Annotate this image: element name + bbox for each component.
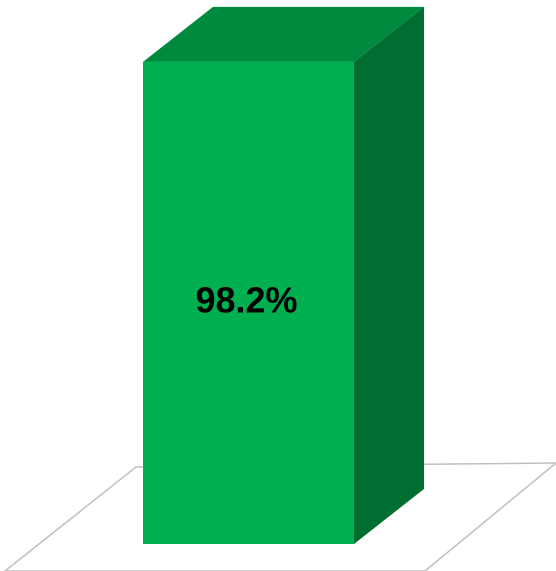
bar-side-face (354, 6, 424, 544)
bar-group (143, 6, 424, 544)
data-label: 98.2% (195, 280, 297, 321)
bar (143, 61, 354, 544)
bar-top-face (143, 6, 424, 62)
chart-floor (3, 462, 556, 571)
